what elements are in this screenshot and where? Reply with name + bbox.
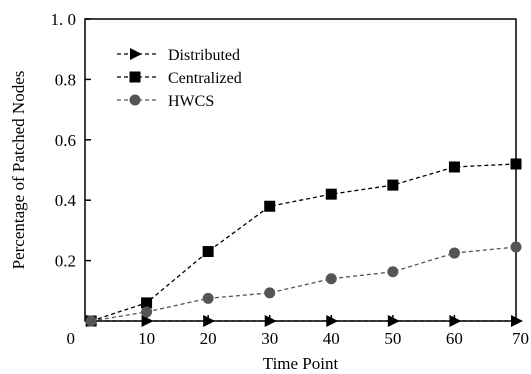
data-point-centralized <box>141 297 153 309</box>
data-point-centralized <box>510 158 522 170</box>
legend-label: HWCS <box>168 93 214 110</box>
series-layer <box>85 158 523 327</box>
y-tick-label: 0.2 <box>55 252 76 271</box>
legend-marker-centralized <box>129 71 141 83</box>
axes <box>84 18 517 322</box>
data-point-hwcs <box>510 241 522 253</box>
series-centralized <box>85 158 522 327</box>
y-tick-label: 0.4 <box>55 191 77 210</box>
y-tick-label: 1. 0 <box>51 10 77 29</box>
data-point-hwcs <box>448 247 460 259</box>
y-axis-ticks: 0.2 0.4 0.6 0.8 1. 0 <box>51 10 91 271</box>
data-point-distributed <box>264 315 277 327</box>
series-distributed <box>86 315 523 327</box>
x-tick-label: 70 <box>512 329 529 348</box>
data-point-centralized <box>202 246 214 258</box>
x-tick-label: 10 <box>138 329 155 348</box>
legend-item-centralized: Centralized <box>117 70 242 87</box>
x-tick-label: 50 <box>384 329 401 348</box>
data-point-distributed <box>511 315 523 327</box>
x-axis-title: Time Point <box>263 354 339 373</box>
series-line-centralized <box>90 163 517 322</box>
data-point-hwcs <box>387 266 399 278</box>
data-point-centralized <box>448 161 460 173</box>
y-tick-label: 0.6 <box>55 131 76 150</box>
data-point-centralized <box>387 179 399 191</box>
legend-marker-hwcs <box>129 94 141 106</box>
data-point-distributed <box>387 315 400 327</box>
data-point-distributed <box>449 315 462 327</box>
series-hwcs <box>85 241 522 327</box>
x-tick-label: 0 <box>67 329 76 348</box>
data-point-hwcs <box>141 306 153 318</box>
plot-frame <box>84 18 517 322</box>
legend-marker-distributed <box>130 48 142 60</box>
x-axis-ticks: 0 10 20 30 40 50 60 70 <box>67 315 529 348</box>
data-point-distributed <box>141 315 154 327</box>
x-tick-label: 20 <box>200 329 217 348</box>
data-point-hwcs <box>202 292 214 304</box>
x-tick-label: 60 <box>446 329 463 348</box>
y-tick-label: 0.8 <box>55 70 76 89</box>
data-point-hwcs <box>325 273 337 285</box>
data-point-hwcs <box>85 315 97 327</box>
y-axis-title: Percentage of Patched Nodes <box>9 71 28 270</box>
legend: Distributed Centralized HWCS <box>117 47 242 110</box>
data-point-distributed <box>203 315 216 327</box>
legend-label: Distributed <box>168 47 240 64</box>
x-tick-label: 40 <box>323 329 340 348</box>
series-line-hwcs <box>91 246 517 322</box>
legend-label: Centralized <box>168 70 242 87</box>
data-point-centralized <box>325 188 337 200</box>
data-point-distributed <box>326 315 339 327</box>
x-tick-label: 30 <box>261 329 278 348</box>
data-point-centralized <box>264 200 276 212</box>
legend-item-hwcs: HWCS <box>117 93 214 110</box>
data-point-hwcs <box>264 287 276 299</box>
legend-item-distributed: Distributed <box>117 47 240 64</box>
